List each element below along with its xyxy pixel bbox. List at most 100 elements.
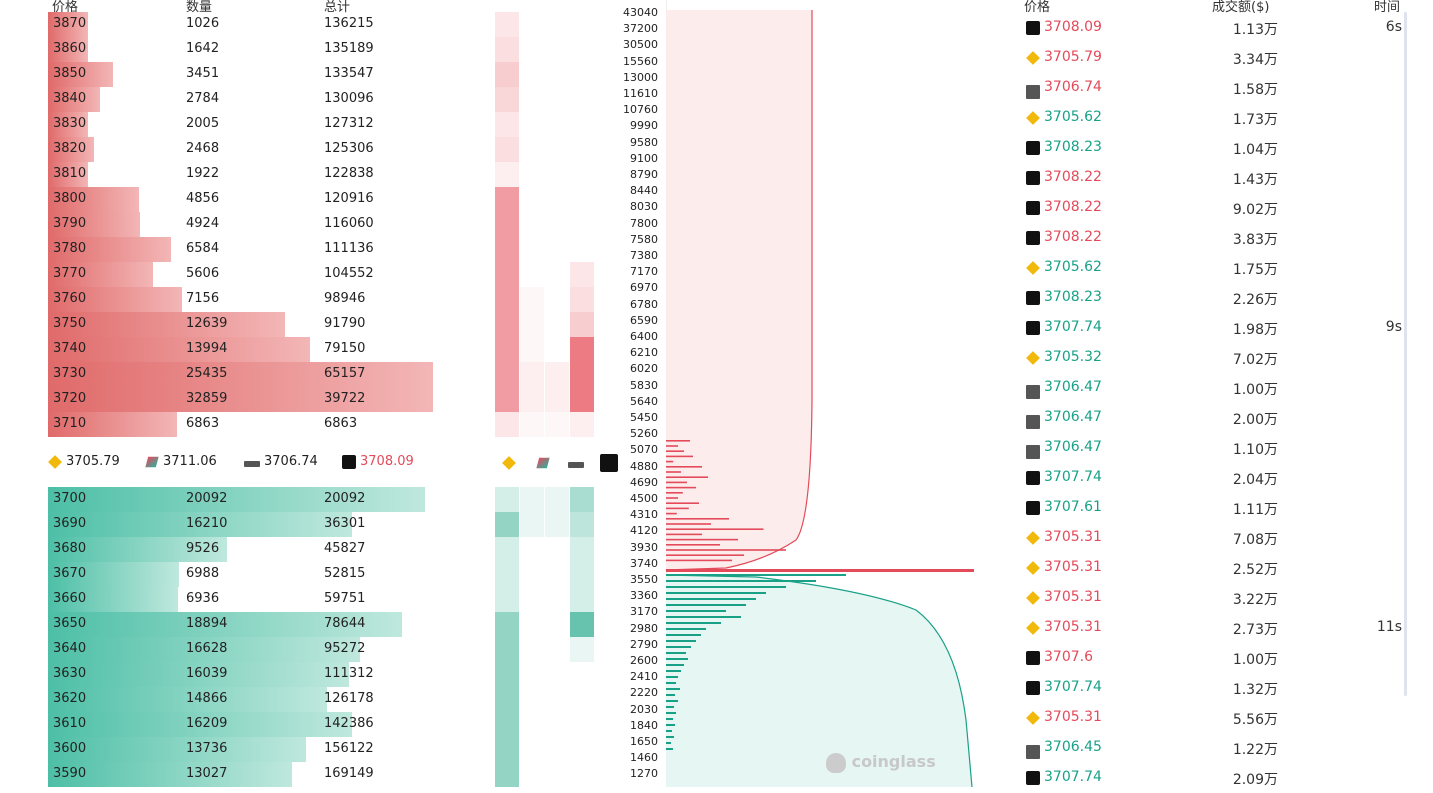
bid-row[interactable]: 3690 16210 36301: [48, 512, 433, 537]
ask-row[interactable]: 3850 3451 133547: [48, 62, 433, 87]
bid-depth-bar: [666, 748, 673, 750]
bid-heat-cell: [570, 637, 594, 662]
trade-row[interactable]: 3708.23 2.26万: [1024, 283, 1402, 313]
bid-row[interactable]: 3640 16628 95272: [48, 637, 433, 662]
bid-row[interactable]: 3590 13027 169149: [48, 762, 433, 787]
bid-depth-bar: [666, 742, 671, 744]
okx-icon: [1026, 501, 1040, 515]
bid-row[interactable]: 3650 18894 78644: [48, 612, 433, 637]
trade-row[interactable]: 3706.74 1.58万: [1024, 73, 1402, 103]
ask-total: 133547: [324, 66, 374, 81]
bid-row[interactable]: 3630 16039 111312: [48, 662, 433, 687]
ask-heat-cell: [545, 387, 569, 412]
ask-row[interactable]: 3750 12639 91790: [48, 312, 433, 337]
binance-icon: [1026, 261, 1040, 275]
trade-row[interactable]: 3707.74 2.09万: [1024, 763, 1402, 793]
bid-heat-cell: [570, 612, 594, 637]
ask-row[interactable]: 3860 1642 135189: [48, 37, 433, 62]
ask-row[interactable]: 3730 25435 65157: [48, 362, 433, 387]
trade-row[interactable]: 3705.32 7.02万: [1024, 343, 1402, 373]
ask-row[interactable]: 3780 6584 111136: [48, 237, 433, 262]
trade-amount: 1.00万: [1232, 382, 1278, 398]
trade-row[interactable]: 3708.23 1.04万: [1024, 133, 1402, 163]
bid-qty: 16039: [186, 666, 228, 681]
bid-row[interactable]: 3660 6936 59751: [48, 587, 433, 612]
ask-row[interactable]: 3710 6863 6863: [48, 412, 433, 437]
trade-row[interactable]: 3705.31 2.52万: [1024, 553, 1402, 583]
ask-total: 120916: [324, 191, 374, 206]
trade-row[interactable]: 3705.79 3.34万: [1024, 43, 1402, 73]
ask-heat-cell: [495, 37, 519, 62]
bid-total: 142386: [324, 716, 374, 731]
ask-heat-cell: [495, 262, 519, 287]
ask-row[interactable]: 3760 7156 98946: [48, 287, 433, 312]
bid-depth-bar: [666, 652, 686, 654]
ask-heat-cell: [520, 287, 544, 312]
ask-depth-bar: [666, 533, 702, 536]
ask-qty: 2005: [186, 116, 220, 131]
trade-row[interactable]: 3707.74 2.04万: [1024, 463, 1402, 493]
ask-row[interactable]: 3740 13994 79150: [48, 337, 433, 362]
depth-y-tick: 3360: [630, 589, 658, 603]
trade-row[interactable]: 3708.09 1.13万 6s: [1024, 13, 1402, 43]
okx-icon: [1026, 141, 1040, 155]
ask-row[interactable]: 3840 2784 130096: [48, 87, 433, 112]
ask-row[interactable]: 3830 2005 127312: [48, 112, 433, 137]
trade-price: 3706.45: [1044, 739, 1102, 755]
trades-scrollbar[interactable]: [1404, 12, 1407, 696]
ask-heat-cell: [570, 287, 594, 312]
orderbook-header-total: 总计: [324, 0, 351, 15]
ask-row[interactable]: 3820 2468 125306: [48, 137, 433, 162]
bid-price: 3600: [53, 741, 87, 756]
trade-row[interactable]: 3706.45 1.22万: [1024, 733, 1402, 763]
trade-row[interactable]: 3706.47 1.10万: [1024, 433, 1402, 463]
spread-marker-red: [666, 569, 974, 572]
bid-depth-bar: [666, 592, 766, 594]
bid-row[interactable]: 3700 20092 20092: [48, 487, 433, 512]
trade-row[interactable]: 3707.61 1.11万: [1024, 493, 1402, 523]
depth-y-tick: 6400: [630, 330, 658, 343]
exchange-price-item: 3705.79: [48, 454, 120, 469]
ask-depth-bar: [666, 512, 677, 515]
ask-row[interactable]: 3720 32859 39722: [48, 387, 433, 412]
ask-volume-bar: [48, 337, 311, 362]
trade-row[interactable]: 3705.62 1.73万: [1024, 103, 1402, 133]
bid-row[interactable]: 3600 13736 156122: [48, 737, 433, 762]
bid-depth-bar: [666, 670, 681, 672]
trade-row[interactable]: 3708.22 9.02万: [1024, 193, 1402, 223]
depth-y-tick: 3550: [630, 573, 658, 586]
ask-row[interactable]: 3800 4856 120916: [48, 187, 433, 212]
bid-total: 156122: [324, 741, 374, 756]
ask-volume-bar: [48, 137, 95, 162]
bybit-icon: [1026, 385, 1040, 399]
trade-row[interactable]: 3707.6 1.00万: [1024, 643, 1402, 673]
bid-volume-bar: [48, 687, 327, 712]
ask-row[interactable]: 3810 1922 122838: [48, 162, 433, 187]
bid-volume-bar: [48, 737, 306, 762]
trade-row[interactable]: 3706.47 1.00万: [1024, 373, 1402, 403]
trade-row[interactable]: 3705.31 5.56万: [1024, 703, 1402, 733]
okx-icon: [1026, 21, 1040, 35]
trade-row[interactable]: 3705.31 3.22万: [1024, 583, 1402, 613]
trade-row[interactable]: 3707.74 1.32万: [1024, 673, 1402, 703]
ask-qty: 7156: [186, 291, 220, 306]
bid-row[interactable]: 3610 16209 142386: [48, 712, 433, 737]
ask-row[interactable]: 3870 1026 136215: [48, 12, 433, 37]
trade-row[interactable]: 3706.47 2.00万: [1024, 403, 1402, 433]
ask-row[interactable]: 3770 5606 104552: [48, 262, 433, 287]
bid-row[interactable]: 3680 9526 45827: [48, 537, 433, 562]
trade-row[interactable]: 3707.74 1.98万 9s: [1024, 313, 1402, 343]
ask-row[interactable]: 3790 4924 116060: [48, 212, 433, 237]
trade-row[interactable]: 3708.22 3.83万: [1024, 223, 1402, 253]
trade-amount: 7.02万: [1232, 352, 1278, 368]
binance-icon: [1026, 51, 1040, 65]
trade-row[interactable]: 3705.62 1.75万: [1024, 253, 1402, 283]
bid-row[interactable]: 3670 6988 52815: [48, 562, 433, 587]
bid-row[interactable]: 3620 14866 126178: [48, 687, 433, 712]
trade-row[interactable]: 3705.31 2.73万 11s: [1024, 613, 1402, 643]
bid-qty: 14866: [186, 691, 228, 706]
trade-amount: 9.02万: [1232, 202, 1278, 218]
trade-row[interactable]: 3708.22 1.43万: [1024, 163, 1402, 193]
ask-qty: 12639: [186, 316, 228, 331]
trade-row[interactable]: 3705.31 7.08万: [1024, 523, 1402, 553]
